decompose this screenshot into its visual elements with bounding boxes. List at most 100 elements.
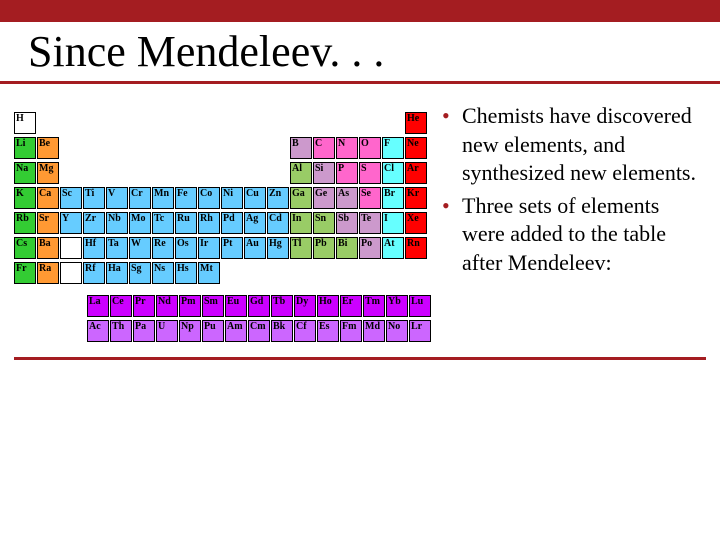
element-cell-Pt: Pt [221,237,243,259]
element-cell-Ra: Ra [37,262,59,284]
empty-cell [244,112,266,134]
empty-cell [290,262,312,284]
ptable-row: CsBaHfTaWReOsIrPtAuHgTlPbBiPoAtRn [14,237,434,261]
element-cell-Ca: Ca [37,187,59,209]
element-cell-Cd: Cd [267,212,289,234]
element-cell-Si: Si [313,162,335,184]
element-cell-Gd: Gd [248,295,270,317]
element-cell-Ga: Ga [290,187,312,209]
element-cell-Ho: Ho [317,295,339,317]
element-cell-Ba: Ba [37,237,59,259]
element-cell-Ar: Ar [405,162,427,184]
element-cell-Fr: Fr [14,262,36,284]
empty-cell [267,162,289,184]
fblock-row: AcThPaUNpPuAmCmBkCfEsFmMdNoLr [64,320,434,344]
element-cell-Sg: Sg [129,262,151,284]
empty-cell [221,162,243,184]
empty-cell [267,262,289,284]
element-cell-Y: Y [60,212,82,234]
element-cell-Sm: Sm [202,295,224,317]
element-cell-Ru: Ru [175,212,197,234]
empty-cell [129,137,151,159]
element-cell-Ti: Ti [83,187,105,209]
element-cell-Po: Po [359,237,381,259]
bullet-item: Chemists have discovered new elements, a… [442,102,698,188]
empty-cell [244,137,266,159]
content-area: HHeLiBeBCNOFNeNaMgAlSiPSClArKCaScTiVCrMn… [0,84,720,353]
slide-title: Since Mendeleev. . . [28,26,692,77]
element-cell-Pu: Pu [202,320,224,342]
element-cell-Fe: Fe [175,187,197,209]
top-accent-bar [0,0,720,22]
empty-cell [267,112,289,134]
element-cell-Sr: Sr [37,212,59,234]
empty-cell [290,112,312,134]
element-cell-Li: Li [14,137,36,159]
empty-cell [221,262,243,284]
element-cell-S: S [359,162,381,184]
empty-cell [175,112,197,134]
empty-cell [359,112,381,134]
empty-cell [336,112,358,134]
element-cell-U: U [156,320,178,342]
element-cell-Na: Na [14,162,36,184]
empty-cell [37,112,59,134]
element-cell-Re: Re [152,237,174,259]
bullet-list: Chemists have discovered new elements, a… [442,102,706,282]
element-cell-Eu: Eu [225,295,247,317]
element-cell-Ac: Ac [87,320,109,342]
element-cell-Br: Br [382,187,404,209]
element-cell-Ir: Ir [198,237,220,259]
empty-cell [244,262,266,284]
empty-cell [60,112,82,134]
empty-cell [359,262,381,284]
empty-cell [221,112,243,134]
empty-cell [244,162,266,184]
empty-cell [336,262,358,284]
empty-cell [175,137,197,159]
element-cell-Pr: Pr [133,295,155,317]
ptable-row: RbSrYZrNbMoTcRuRhPdAgCdInSnSbTeIXe [14,212,434,236]
empty-cell [198,112,220,134]
element-cell-Am: Am [225,320,247,342]
element-cell-In: In [290,212,312,234]
title-container: Since Mendeleev. . . [0,22,720,84]
element-cell-Kr: Kr [405,187,427,209]
element-cell-Co: Co [198,187,220,209]
element-cell-O: O [359,137,381,159]
element-cell-Be: Be [37,137,59,159]
bullet-item: Three sets of elements were added to the… [442,192,698,278]
element-cell-Cr: Cr [129,187,151,209]
element-cell-Th: Th [110,320,132,342]
element-cell-Te: Te [359,212,381,234]
element-cell-Rn: Rn [405,237,427,259]
element-cell-Cf: Cf [294,320,316,342]
element-cell-Mo: Mo [129,212,151,234]
element-cell-Zr: Zr [83,212,105,234]
empty-cell [382,112,404,134]
empty-cell [382,262,404,284]
element-cell-Lu: Lu [409,295,431,317]
element-cell-Rb: Rb [14,212,36,234]
element-cell-Au: Au [244,237,266,259]
element-cell-Nb: Nb [106,212,128,234]
element-cell-Se: Se [359,187,381,209]
element-cell-As: As [336,187,358,209]
empty-cell [198,137,220,159]
empty-cell [175,162,197,184]
empty-cell [60,162,82,184]
element-cell-Zn: Zn [267,187,289,209]
periodic-table: HHeLiBeBCNOFNeNaMgAlSiPSClArKCaScTiVCrMn… [14,112,434,344]
empty-cell [405,262,427,284]
element-cell-Ce: Ce [110,295,132,317]
element-cell-Cl: Cl [382,162,404,184]
element-cell-La: La [87,295,109,317]
element-cell-Sc: Sc [60,187,82,209]
element-cell-Ns: Ns [152,262,174,284]
element-cell-Mt: Mt [198,262,220,284]
element-cell-Ni: Ni [221,187,243,209]
element-cell-Md: Md [363,320,385,342]
ptable-row: KCaScTiVCrMnFeCoNiCuZnGaGeAsSeBrKr [14,187,434,211]
element-cell-Ta: Ta [106,237,128,259]
ptable-row: FrRaRfHaSgNsHsMt [14,262,434,286]
